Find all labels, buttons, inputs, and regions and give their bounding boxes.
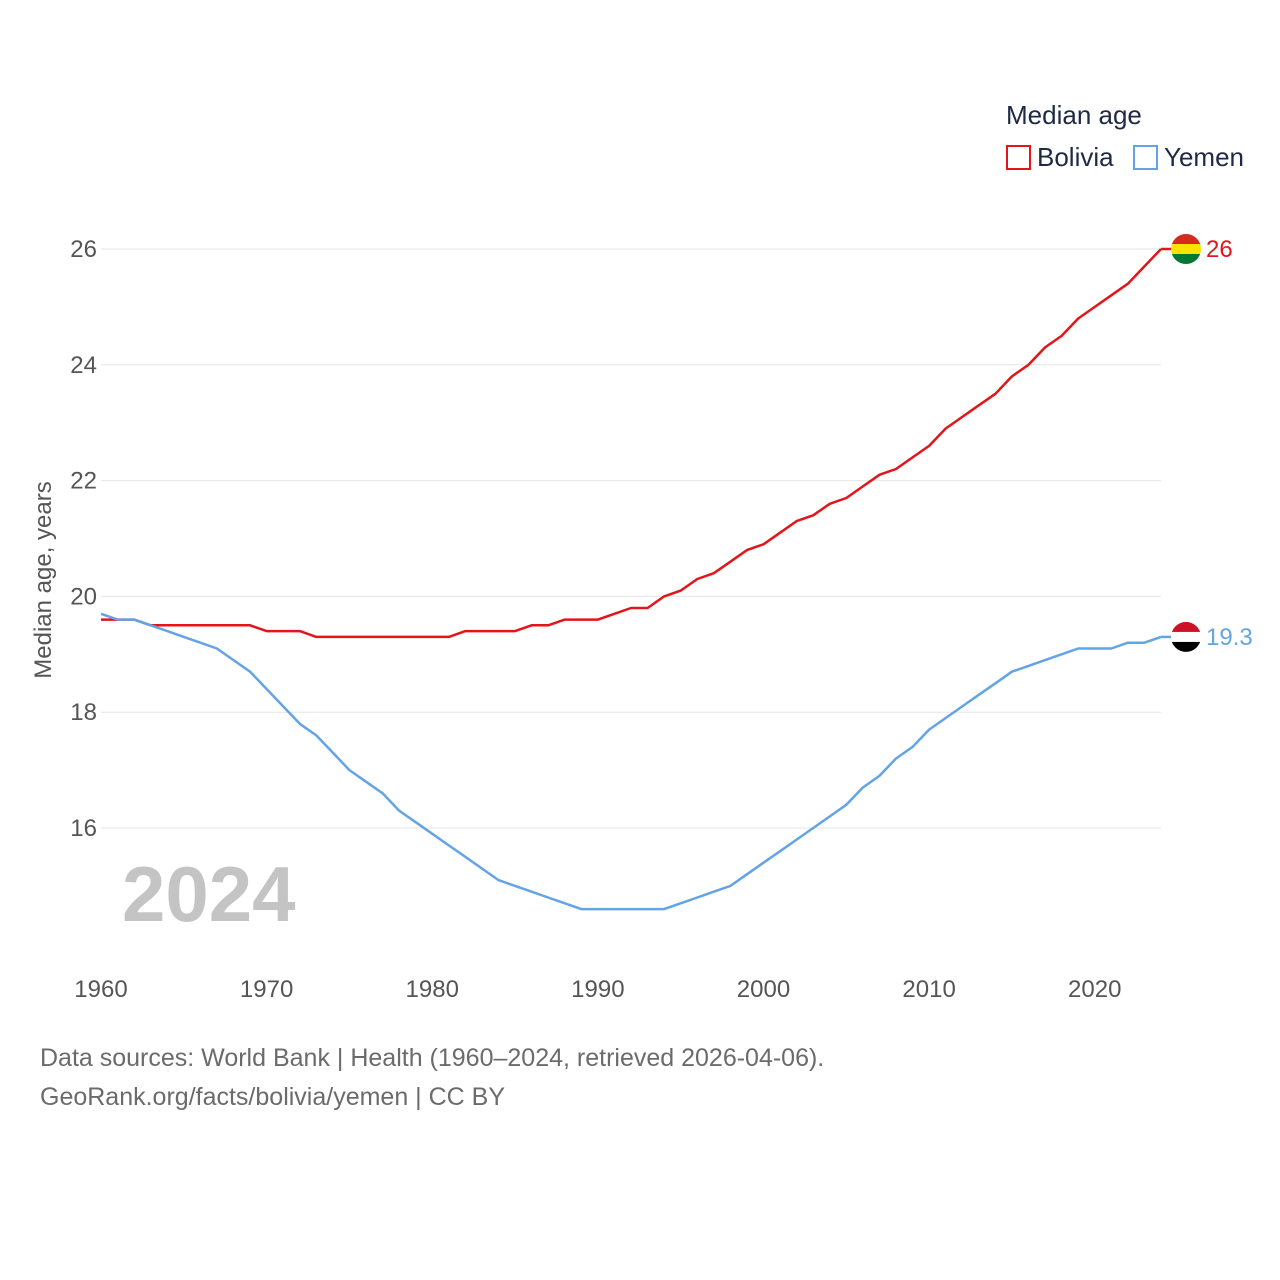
flag-bolivia-icon bbox=[1171, 234, 1201, 264]
y-tick-16: 16 bbox=[70, 815, 97, 842]
data-source-note: Data sources: World Bank | Health (1960–… bbox=[40, 1044, 825, 1072]
legend-label-yemen[interactable]: Yemen bbox=[1164, 142, 1244, 172]
y-tick-22: 22 bbox=[70, 468, 97, 495]
x-axis-ticks: 1960 1970 1980 1990 2000 2010 2020 bbox=[74, 976, 1121, 1003]
x-tick-2020: 2020 bbox=[1068, 976, 1121, 1003]
x-tick-2000: 2000 bbox=[737, 976, 790, 1003]
median-age-line-chart: 16 18 20 22 24 26 1960 1970 1980 1990 2000 2010 202… bbox=[30, 100, 1253, 1003]
y-tick-18: 18 bbox=[70, 699, 97, 726]
x-tick-1960: 1960 bbox=[74, 976, 127, 1003]
x-tick-1990: 1990 bbox=[571, 976, 624, 1003]
series-endpoints: 26 19.3 bbox=[1161, 234, 1253, 652]
x-tick-2010: 2010 bbox=[902, 976, 955, 1003]
flag-yemen-icon bbox=[1171, 621, 1201, 652]
grid-lines bbox=[101, 248, 1161, 829]
legend: Median age Bolivia Yemen bbox=[1006, 100, 1244, 172]
legend-swatch-yemen[interactable] bbox=[1133, 145, 1158, 170]
y-axis-label: Median age, years bbox=[30, 481, 57, 678]
legend-label-bolivia[interactable]: Bolivia bbox=[1037, 142, 1114, 172]
legend-title: Median age bbox=[1006, 100, 1142, 130]
legend-swatch-bolivia[interactable] bbox=[1006, 145, 1031, 170]
y-axis-ticks: 16 18 20 22 24 26 bbox=[70, 236, 97, 842]
series-line-bolivia[interactable] bbox=[101, 248, 1162, 639]
x-tick-1980: 1980 bbox=[406, 976, 459, 1003]
end-value-label-yemen: 19.3 bbox=[1206, 624, 1253, 651]
series-lines bbox=[100, 248, 1162, 911]
y-tick-20: 20 bbox=[70, 583, 97, 610]
current-year-label: 2024 bbox=[122, 850, 296, 938]
y-tick-24: 24 bbox=[70, 352, 97, 379]
attribution-link[interactable]: GeoRank.org/facts/bolivia/yemen | CC BY bbox=[40, 1083, 506, 1111]
end-value-label-bolivia: 26 bbox=[1206, 236, 1233, 263]
x-tick-1970: 1970 bbox=[240, 976, 293, 1003]
series-line-yemen[interactable] bbox=[100, 612, 1162, 911]
y-tick-26: 26 bbox=[70, 236, 97, 263]
